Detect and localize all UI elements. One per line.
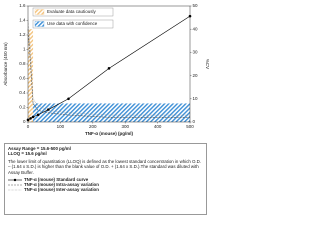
x-tick-label: 100 (57, 124, 65, 129)
y2-tick-label: 50 (193, 3, 199, 8)
y-tick-label: 0.2 (19, 105, 26, 110)
y-tick-label: 0 (23, 119, 26, 124)
legend-label: TNF-α (mouse) Inter-assay variation (24, 187, 99, 193)
y-tick-label: 0.6 (19, 76, 26, 81)
x-axis-title: TNF-α (mouse) (pg/ml) (85, 131, 134, 136)
assay-range: Assay Range = 15.6-500 pg/ml (8, 146, 71, 151)
assay-info: Assay Range = 15.6-500 pg/ml LLOQ = 15.6… (4, 143, 207, 215)
data-point (46, 108, 50, 111)
data-point (67, 97, 70, 101)
x-tick-label: 500 (186, 124, 194, 129)
chart: Absorbance (450 nm) %CV TNF-α (mouse) (p… (3, 3, 210, 136)
legend-swatch (8, 184, 22, 186)
note: The lower limit of quantitation (LLOQ) i… (8, 158, 202, 175)
legend-label: TNF-α (mouse) Intra-assay variation (24, 182, 99, 188)
lloq: LLOQ = 15.6 pg/ml (8, 151, 47, 157)
zone-legend-label: Evaluate data cautiously (47, 9, 97, 14)
legend-entry: TNF-α (mouse) Standard curve (8, 177, 203, 182)
legend-entry: TNF-α (mouse) Intra-assay variation (8, 182, 203, 187)
series-line (27, 17, 190, 116)
x-tick-label: 0 (27, 124, 30, 129)
zone-legend-swatch (34, 9, 45, 15)
y2-tick-label: 30 (193, 50, 199, 55)
y-tick-label: 1.6 (19, 3, 26, 8)
data-point (188, 14, 192, 18)
y-tick-label: 1 (23, 47, 26, 52)
x-tick-label: 400 (154, 124, 162, 129)
y2-tick-label: 10 (193, 96, 199, 101)
y2-tick-label: 0 (193, 119, 196, 124)
zone-legend-label: Use data with confidence (47, 21, 98, 26)
x-tick-label: 300 (121, 124, 129, 129)
zone (33, 103, 191, 122)
data-point (26, 118, 30, 122)
y-tick-label: 1.2 (19, 32, 26, 37)
data-point (107, 67, 111, 70)
y-tick-label: 0.8 (19, 61, 26, 66)
y-axis-title: Absorbance (450 nm) (3, 42, 8, 86)
legend-label: TNF-α (mouse) Standard curve (24, 176, 89, 182)
y2-tick-label: 40 (193, 26, 199, 31)
series-line (27, 29, 190, 118)
y-tick-label: 0.4 (19, 90, 26, 95)
data-point (29, 117, 32, 120)
data-point (36, 113, 40, 117)
page: Absorbance (450 nm) %CV TNF-α (mouse) (p… (3, 3, 210, 215)
zone-legend-box (32, 19, 114, 29)
legend-marker (13, 178, 17, 181)
x-tick-label: 200 (89, 124, 97, 129)
data-point (31, 115, 35, 119)
legend-swatch (8, 178, 22, 181)
y2-tick-label: 20 (193, 73, 199, 78)
zone-legend-swatch (34, 21, 45, 27)
y2-axis-title: %CV (205, 59, 210, 69)
zone (28, 29, 34, 123)
y-tick-label: 1.4 (19, 18, 26, 23)
legend-swatch (8, 189, 22, 191)
legend-entry: TNF-α (mouse) Inter-assay variation (8, 187, 203, 192)
legend: TNF-α (mouse) Standard curve TNF-α (mouse… (8, 177, 203, 193)
zone-legend-box (32, 7, 114, 17)
